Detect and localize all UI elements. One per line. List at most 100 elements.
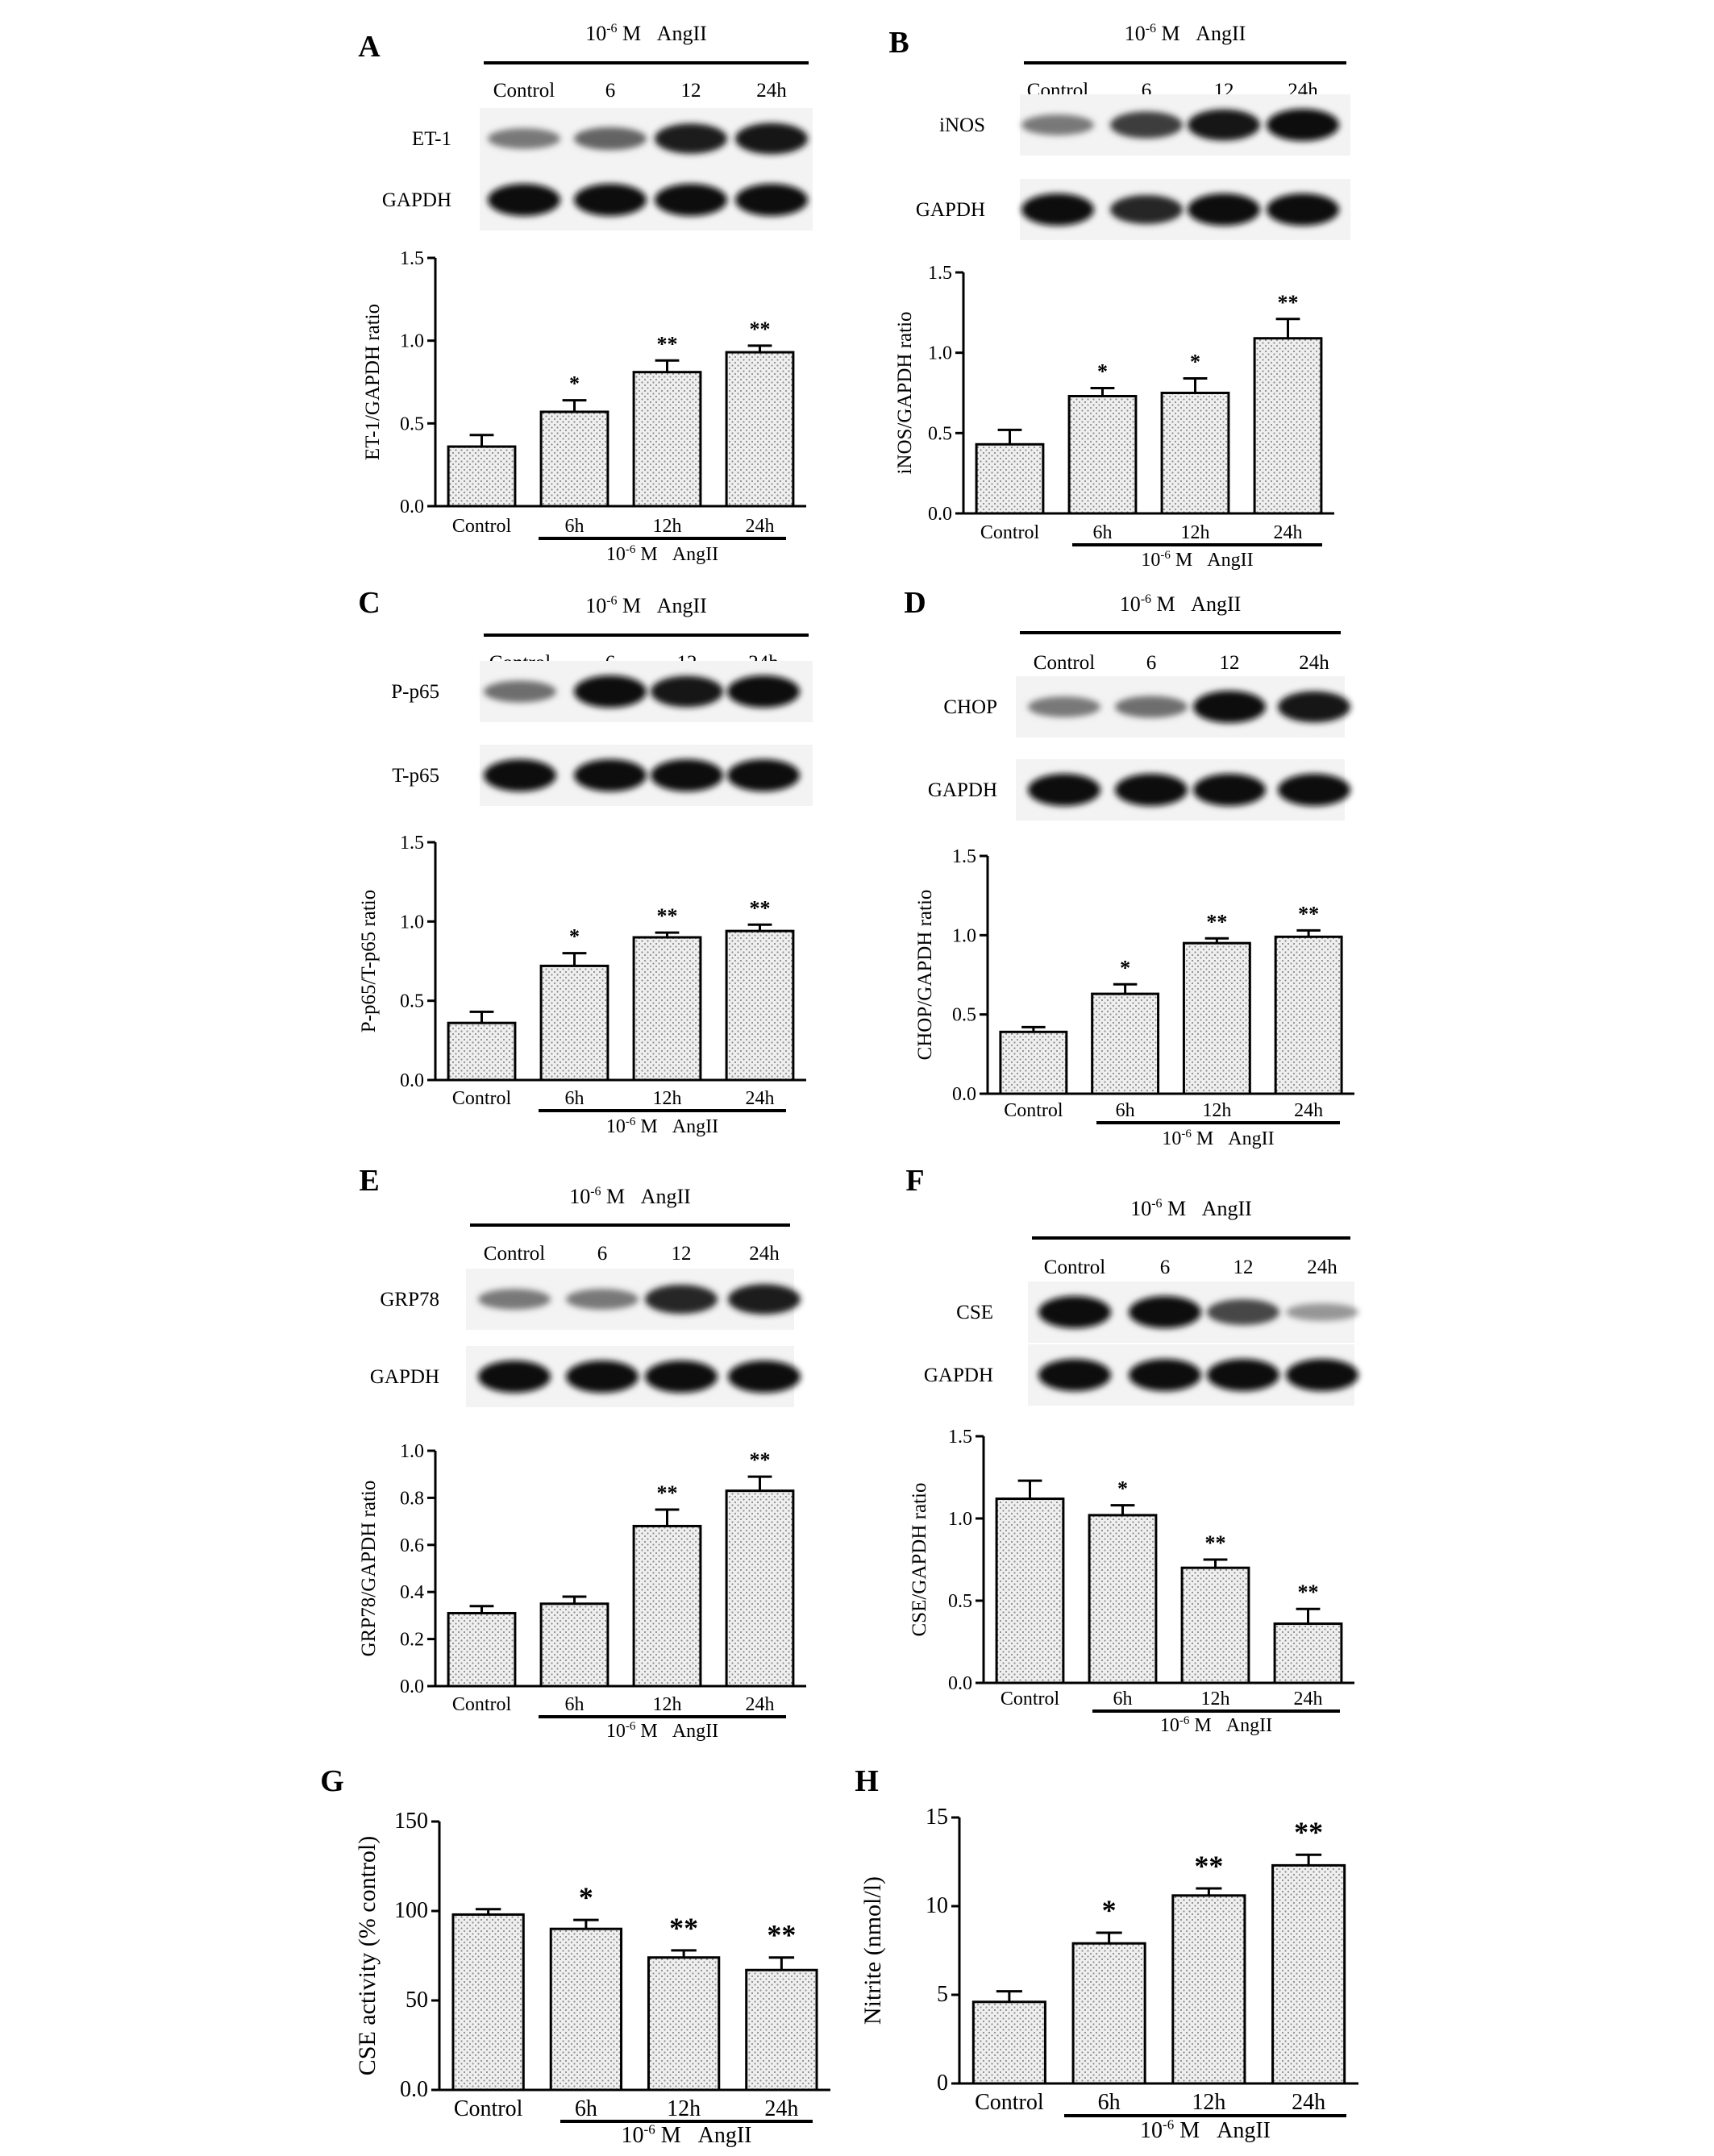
x-category-label: Control [452,1088,512,1109]
x-category-label: Control [975,2090,1044,2115]
y-axis-label: ET-1/GAPDH ratio [362,304,384,460]
bar [549,1927,623,2092]
y-tick-label: 0.0 [928,504,952,525]
bar [725,1489,795,1688]
y-tick-label: 0.0 [400,1676,424,1697]
x-category-label: 12h [1181,522,1210,543]
group-label: 10-6 M AngII [1141,549,1253,571]
blot-band-label: iNOS [939,114,985,136]
blot-band [1188,193,1260,226]
y-tick-label: 1.5 [928,263,952,284]
blot-band [1021,114,1094,135]
bar [539,410,609,508]
panel-letter: E [359,1164,379,1198]
blot-lane-label: 12 [681,80,701,102]
x-category-label: Control [1001,1689,1060,1709]
significance-marker: ** [767,1919,796,1951]
panel-letter: G [320,1764,344,1798]
y-axis-label: CSE/GAPDH ratio [909,1483,930,1637]
x-category-label: Control [980,522,1040,543]
y-tick-label: 1.5 [400,248,424,269]
blot-band [1267,193,1339,226]
y-tick-label: 1.0 [400,1441,424,1462]
significance-marker: * [1117,1477,1128,1501]
blot-treatment-label: 10-6 M AngII [585,594,707,617]
western-blot: 10-6 M AngII Control 6 12 24h GRP78 GAPDH [370,1185,801,1407]
bar [447,1611,517,1688]
bar [539,964,609,1082]
group-label: 10-6 M AngII [606,1720,718,1742]
blot-band [1028,696,1100,717]
y-tick-label: 0.0 [948,1673,972,1694]
panel-letter: F [905,1164,924,1198]
bar-chart: 0.0 0.5 1.0 1.5 ET-1/GAPDH ratio Control * 6h **… [362,248,806,565]
y-axis-label: P-p65/T-p65 ratio [358,890,380,1033]
significance-marker: ** [1298,1581,1319,1604]
y-tick-label: 50 [406,1988,428,2013]
blot-band [1129,1359,1201,1391]
significance-marker: ** [1298,902,1319,925]
blot-band [1278,774,1350,806]
bar [647,1956,721,2092]
y-tick-label: 5 [937,1982,948,2007]
blot-band-label: GAPDH [370,1366,439,1388]
bar [447,445,517,508]
bar [725,929,795,1082]
y-tick-label: 100 [394,1898,428,1923]
blot-lane-label: 6 [1146,652,1157,674]
bar [995,1498,1065,1685]
bar-chart: 0.0 0.5 1.0 1.5 CHOP/GAPDH ratio Control * 6h **… [914,846,1354,1149]
y-tick-label: 1.5 [400,833,424,854]
x-category-label: 6h [575,2096,597,2121]
blot-band [488,184,560,216]
blot-band [488,128,560,149]
group-label: 10-6 M AngII [606,543,718,565]
y-axis-label: GRP78/GAPDH ratio [358,1481,380,1657]
blot-band-label: T-p65 [392,765,439,787]
bar [632,1524,702,1688]
blot-band [727,759,800,791]
x-category-label: 12h [653,1694,682,1715]
blot-band [727,675,800,708]
bar [539,1602,609,1688]
bar-chart: 0.0 0.5 1.0 1.5 CSE/GAPDH ratio Control * 6h ** 1… [909,1427,1354,1736]
y-tick-label: 0.2 [400,1630,424,1651]
blot-lane-label: 6 [1160,1257,1171,1278]
blot-band [1115,696,1188,718]
blot-band [735,123,808,155]
y-tick-label: 150 [394,1809,428,1834]
y-tick-label: 1.0 [948,1509,972,1530]
blot-treatment-label: 10-6 M AngII [585,22,707,45]
bar-chart: 0 5 10 15 Nitrite (nmol/l) Control * 6h ** 12h ** 2… [859,1805,1358,2143]
blot-lane-label: 6 [605,80,616,102]
blot-band [1207,1298,1279,1326]
y-tick-label: 0 [937,2071,948,2096]
y-tick-label: 0.5 [400,991,424,1012]
blot-lane-label: Control [493,80,555,102]
significance-marker: ** [1294,1816,1323,1848]
blot-lane-label: 24h [1299,652,1329,674]
blot-band [1038,1359,1111,1391]
y-tick-label: 0.5 [928,423,952,444]
western-blot: 10-6 M AngII Control 6 12 24h CHOP GAPDH [928,592,1350,820]
blot-treatment-label: 10-6 M AngII [1120,592,1242,616]
y-axis-label: Nitrite (nmol/l) [859,1876,886,2025]
blot-band-label: GAPDH [928,779,997,801]
bar [632,936,702,1082]
x-category-label: 24h [746,1694,775,1715]
blot-band [655,123,727,154]
blot-band [574,675,647,708]
y-axis-label: iNOS/GAPDH ratio [894,311,916,474]
significance-marker: ** [1194,1850,1223,1882]
x-category-label: 24h [1292,2090,1325,2115]
x-category-label: Control [1004,1100,1063,1121]
bar [975,442,1045,515]
significance-marker: ** [750,896,771,920]
x-category-label: 6h [1113,1689,1133,1709]
y-tick-label: 0.5 [400,413,424,434]
y-tick-label: 1.0 [952,925,976,946]
